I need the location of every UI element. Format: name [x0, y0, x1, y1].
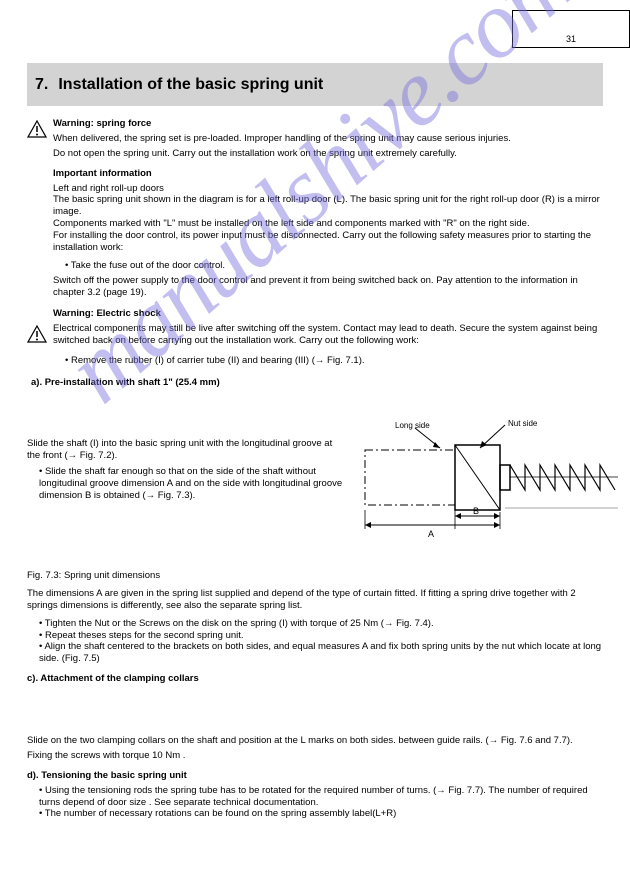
bullet: • Remove the rubber (I) of carrier tube … — [65, 355, 605, 367]
content-block: Warning: spring force When delivered, th… — [27, 118, 605, 392]
bullet: • Tighten the Nut or the Screws on the d… — [39, 618, 605, 630]
service-body1: Slide on the two clamping collars on the… — [27, 735, 605, 747]
service-body2: Fixing the screws with torque 10 Nm . — [27, 750, 605, 762]
section-header: 7. Installation of the basic spring unit — [27, 63, 603, 106]
subhead-c: c). Attachment of the clamping collars — [27, 673, 605, 685]
section-title: Installation of the basic spring unit — [58, 76, 323, 94]
spring-diagram: Long side Nut side A B — [360, 420, 620, 560]
bullet-text: Repeat theses steps for the second sprin… — [45, 630, 244, 641]
warning2-heading: Warning: Electric shock — [53, 308, 605, 320]
left-column: Slide the shaft (I) into the basic sprin… — [27, 438, 347, 501]
page-number: 31 — [566, 34, 576, 44]
bullet: • Slide the shaft far enough so that on … — [39, 466, 347, 502]
bullet-text: Tighten the Nut or the Screws on the dis… — [45, 618, 434, 629]
bullet-text: Take the fuse out of the door control. — [71, 260, 225, 271]
service-block: Slide on the two clamping collars on the… — [27, 735, 605, 820]
bullet-text: Remove the rubber (I) of carrier tube (I… — [71, 355, 365, 366]
warning1-line1: When delivered, the spring set is pre-lo… — [53, 133, 605, 145]
label-nutside: Nut side — [508, 420, 538, 428]
bullet-text: Slide the shaft far enough so that on th… — [39, 466, 342, 501]
subhead-a: a). Pre-installation with shaft 1" (25.4… — [31, 377, 605, 389]
bullet-text: Using the tensioning rods the spring tub… — [39, 785, 588, 808]
page-number-box: 31 — [512, 10, 630, 48]
label-longside: Long side — [395, 421, 430, 430]
important-heading: Important information — [53, 168, 605, 180]
warning1-body1: Left and right roll-up doors The basic s… — [53, 183, 605, 254]
warning2-body: Electrical components may still be live … — [53, 323, 605, 347]
mid-body: The dimensions A are given in the spring… — [27, 588, 605, 612]
bullet: • Take the fuse out of the door control. — [65, 260, 605, 272]
service-head: d). Tensioning the basic spring unit — [27, 770, 605, 782]
bullet: • The number of necessary rotations can … — [39, 808, 605, 820]
dim-a: A — [428, 529, 434, 539]
dim-b: B — [473, 506, 479, 516]
leftcol-body: Slide the shaft (I) into the basic sprin… — [27, 438, 347, 462]
section-number: 7. — [35, 76, 48, 94]
bullet: • Align the shaft centered to the bracke… — [39, 641, 605, 665]
bullet-text: The number of necessary rotations can be… — [45, 808, 396, 819]
warning1-body2: Switch off the power supply to the door … — [53, 275, 605, 299]
bullet-text: Align the shaft centered to the brackets… — [39, 641, 601, 664]
mid-block: Fig. 7.3: Spring unit dimensions The dim… — [27, 570, 605, 688]
fig-caption: Fig. 7.3: Spring unit dimensions — [27, 570, 605, 582]
bullet: • Using the tensioning rods the spring t… — [39, 785, 605, 809]
warning1-line2: Do not open the spring unit. Carry out t… — [53, 148, 605, 160]
bullet: • Repeat theses steps for the second spr… — [39, 630, 605, 642]
warning1-heading: Warning: spring force — [53, 118, 605, 130]
